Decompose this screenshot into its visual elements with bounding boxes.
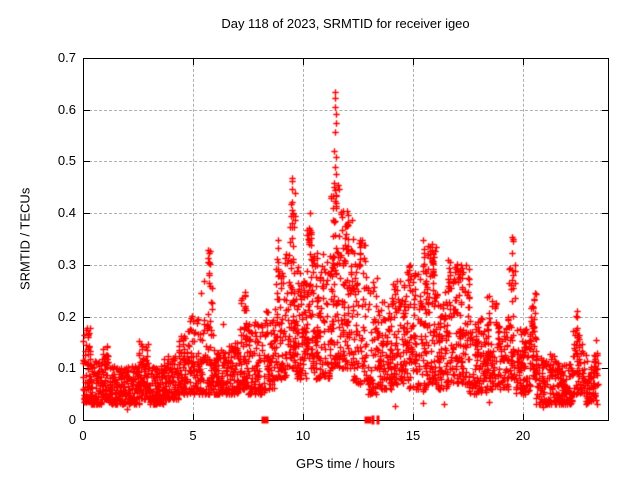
x-tick-label: 10 bbox=[295, 428, 311, 443]
y-tick-label: 0.6 bbox=[57, 102, 76, 117]
y-tick-label: 0.1 bbox=[57, 360, 76, 375]
x-tick-label: 0 bbox=[79, 428, 87, 443]
x-tick-label: 15 bbox=[405, 428, 421, 443]
y-tick-label: 0 bbox=[68, 412, 76, 427]
x-tick-label: 5 bbox=[189, 428, 197, 443]
x-tick-label: 20 bbox=[515, 428, 531, 443]
y-tick-label: 0.3 bbox=[57, 257, 76, 272]
y-tick-label: 0.5 bbox=[57, 153, 76, 168]
y-tick-label: 0.7 bbox=[57, 50, 76, 65]
y-tick-label: 0.2 bbox=[57, 309, 76, 324]
y-tick-label: 0.4 bbox=[57, 205, 76, 220]
